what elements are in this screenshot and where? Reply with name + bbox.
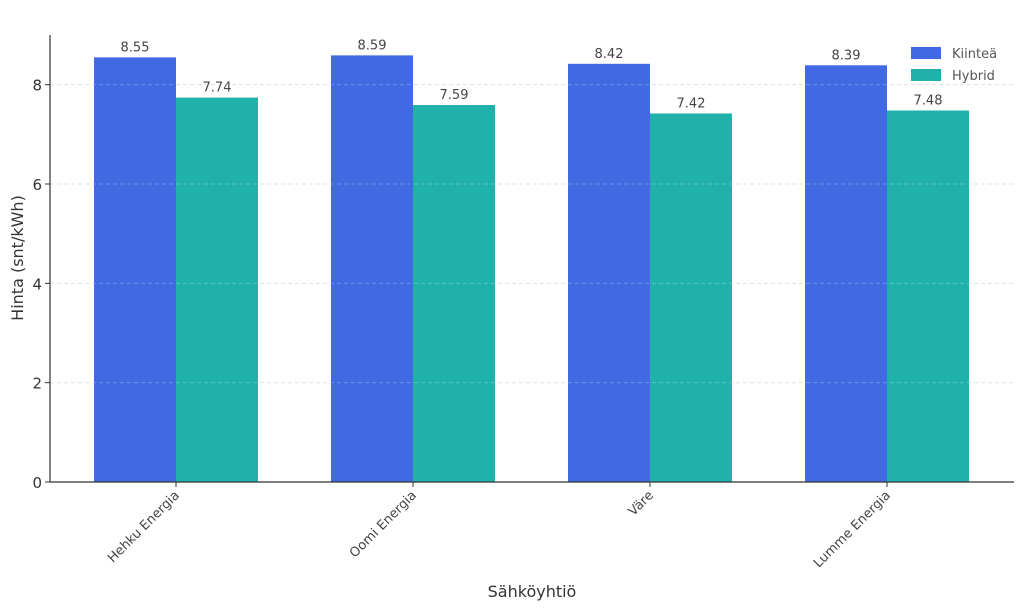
y-tick-label: 2 bbox=[32, 375, 42, 393]
legend: Kiinteä Hybrid bbox=[911, 47, 997, 84]
legend-swatch-kiinteä bbox=[911, 47, 941, 59]
data-label: 8.39 bbox=[832, 48, 861, 63]
data-label: 8.59 bbox=[358, 38, 387, 53]
y-tick-label: 0 bbox=[32, 474, 42, 492]
data-label: 7.74 bbox=[203, 81, 232, 96]
x-axis-label: Sähköyhtiö bbox=[488, 582, 577, 601]
bars: 8.55 8.59 8.42 8.39 7.74 7.59 7.42 7.48 bbox=[50, 38, 1014, 483]
bar-kiinteä-2 bbox=[568, 63, 650, 482]
legend-swatch-hybrid bbox=[911, 69, 941, 81]
bar-hybrid-2 bbox=[650, 113, 732, 483]
x-tick-label: Lumme Energia bbox=[811, 488, 894, 571]
x-tick-label: Oomi Energia bbox=[347, 488, 420, 561]
bar-hybrid-1 bbox=[413, 105, 495, 482]
bar-hybrid-3 bbox=[887, 110, 969, 482]
y-tick-label: 8 bbox=[32, 77, 42, 95]
data-label: 7.48 bbox=[914, 93, 943, 108]
legend-label: Kiinteä bbox=[952, 47, 997, 62]
y-tick-label: 4 bbox=[32, 275, 42, 293]
x-tick-label: Väre bbox=[626, 488, 657, 519]
y-axis-label: Hinta (snt/kWh) bbox=[8, 195, 27, 321]
bar-hybrid-0 bbox=[176, 97, 258, 482]
data-label: 7.42 bbox=[677, 96, 706, 111]
legend-label: Hybrid bbox=[952, 69, 995, 84]
data-label: 7.59 bbox=[440, 88, 469, 103]
data-label: 8.42 bbox=[595, 47, 624, 62]
data-label: 8.55 bbox=[121, 40, 150, 55]
bar-kiinteä-1 bbox=[331, 55, 413, 482]
x-tick-label: Hehku Energia bbox=[105, 488, 183, 566]
bar-kiinteä-0 bbox=[94, 57, 176, 482]
bar-kiinteä-3 bbox=[805, 65, 887, 483]
y-tick-label: 6 bbox=[32, 176, 42, 194]
